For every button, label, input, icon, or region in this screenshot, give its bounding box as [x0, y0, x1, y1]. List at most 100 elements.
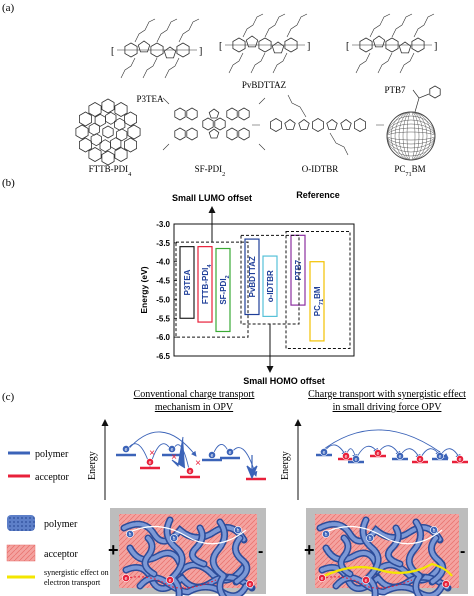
y-tick-label: -5.0: [156, 295, 170, 304]
charge-dot: [416, 455, 424, 463]
energy-bar-pvbdttaz: PvBDTTAZ: [244, 238, 260, 316]
polymer-domain-texture: [386, 526, 402, 566]
y-axis-label: Energy (eV): [139, 266, 149, 313]
long-hop-arrow: [319, 429, 449, 459]
anode-plus: +: [108, 540, 119, 560]
legend-acceptor-text: acceptor: [35, 472, 70, 483]
charge-dot: [374, 449, 382, 457]
charge-dot: [186, 467, 194, 475]
down-arrow: [171, 436, 186, 469]
molecule-structures: [] P3TEA [] PvBDTTAZ [] PTB7 FTTB-PDI4 SF-PDI2 O…: [75, 13, 441, 178]
charge-dot: [246, 580, 254, 588]
charge-letter: e: [171, 447, 174, 453]
morphology-synergistic: + - h h h e e e: [304, 508, 468, 596]
molecule-sf-pdi2: SF-PDI2: [162, 97, 266, 178]
charge-letter: e: [399, 454, 402, 460]
y-tick-label: -6.5: [156, 352, 170, 361]
charge-letter: e: [229, 450, 232, 456]
cathode-minus: -: [460, 543, 465, 560]
legend-synergy-text-1: synergistic effect on: [44, 568, 109, 577]
charge-letter: e: [345, 454, 348, 460]
energy-bar-sf-pdi2: SF-PDI2: [215, 247, 231, 333]
charge-dot: [170, 534, 178, 542]
energy-bar-ptb7: PTB7: [290, 234, 306, 306]
charge-dot: [352, 455, 360, 463]
charge-dot: [366, 534, 374, 542]
bar-rect: [179, 246, 195, 319]
charge-dot: [342, 452, 350, 460]
electron-path: [321, 576, 413, 589]
title-right-line-2: in small driving force OPV: [333, 402, 443, 413]
bar-rect: [197, 246, 213, 323]
polymer-domain-texture: [429, 536, 445, 584]
charge-letter: e: [323, 450, 326, 456]
y-tick-label: -3.5: [156, 239, 170, 248]
charge-dot: [126, 530, 134, 538]
energy-bar-fttb-pdi4: FTTB-PDI4: [197, 246, 213, 323]
polymer-domain-texture: [190, 526, 206, 566]
y-tick-label: -4.0: [156, 258, 170, 267]
bar-rect: [215, 247, 231, 333]
cross-mark: ×: [195, 458, 201, 469]
polymer-domain-texture: [233, 536, 249, 584]
molecule-label: PC71BM: [394, 164, 425, 178]
energy-bar-pc71bm: PC71BM: [309, 261, 325, 342]
charge-dot: [362, 576, 370, 584]
charge-dot: [320, 448, 328, 456]
charge-letter: e: [249, 582, 252, 588]
anode-plus: +: [304, 540, 315, 560]
svg-text:]: ]: [307, 41, 310, 52]
bar-label: FTTB-PDI4: [201, 264, 213, 304]
charge-dot: [442, 580, 450, 588]
charge-dot: [208, 451, 216, 459]
title-right-line-1: Charge transport with synergistic effect: [308, 389, 466, 400]
svg-text:[: [: [219, 41, 222, 52]
lumo-callout: Small LUMO offset: [172, 193, 252, 203]
morphology-conventional: + - h h h e e e: [108, 508, 266, 596]
bar-label: o-IDTBR: [266, 270, 275, 302]
panel-a-label: (a): [2, 2, 15, 14]
charge-letter: e: [355, 457, 358, 463]
molecule-p3tea: [] P3TEA: [111, 18, 202, 104]
panel-c-label: (c): [2, 391, 15, 403]
panel-b-label: (b): [2, 177, 15, 189]
charge-letter: e: [321, 576, 324, 582]
charge-dot: [166, 576, 174, 584]
hole-path: [125, 525, 247, 545]
title-left-line-1: Conventional charge transport: [134, 389, 255, 400]
charge-letter: e: [189, 469, 192, 475]
reference-callout: Reference: [296, 190, 340, 200]
molecule-label: PTB7: [384, 85, 406, 95]
molecule-pvbdttaz: [] PvBDTTAZ: [219, 13, 310, 90]
cross-mark: ×: [171, 452, 177, 463]
charge-letter: e: [125, 576, 128, 582]
energy-bar-o-idtbr: o-IDTBR: [262, 255, 278, 317]
molecule-fttb-pdi4: FTTB-PDI4: [75, 98, 141, 178]
legend-energy-levels: polymer acceptor: [8, 449, 70, 483]
bar-label: PvBDTTAZ: [248, 256, 257, 297]
charge-letter: h: [129, 532, 132, 538]
polymer-domain-texture: [211, 520, 227, 596]
hole-path: [321, 525, 443, 545]
charge-dot: [430, 526, 438, 534]
charge-letter: e: [125, 447, 128, 453]
title-left-line-2: mechanism in OPV: [155, 402, 234, 413]
bar-label: P3TEA: [183, 269, 192, 295]
down-arrow: [246, 455, 258, 480]
svg-text:[: [: [111, 46, 114, 57]
panel-c-title-left: Conventional charge transport mechanism …: [134, 389, 255, 413]
legend-acceptor-swatch: [6, 544, 36, 562]
charge-letter: e: [419, 457, 422, 463]
charge-letter: h: [237, 528, 240, 534]
charge-letter: h: [325, 532, 328, 538]
y-tick-label: -6.0: [156, 333, 170, 342]
molecule-label: P3TEA: [137, 94, 165, 104]
bar-label: SF-PDI2: [219, 275, 231, 304]
energy-axis-right: Energy: [280, 419, 302, 500]
energy-level-chart: -3.0 -3.5 -4.0 -4.5 -5.0 -5.5 -6.0 -6.5 Energy (…: [139, 190, 355, 386]
energy-label-right: Energy: [280, 451, 291, 480]
svg-text:]: ]: [199, 46, 202, 57]
molecule-label: PvBDTTAZ: [242, 80, 286, 90]
charge-letter: e: [439, 454, 442, 460]
